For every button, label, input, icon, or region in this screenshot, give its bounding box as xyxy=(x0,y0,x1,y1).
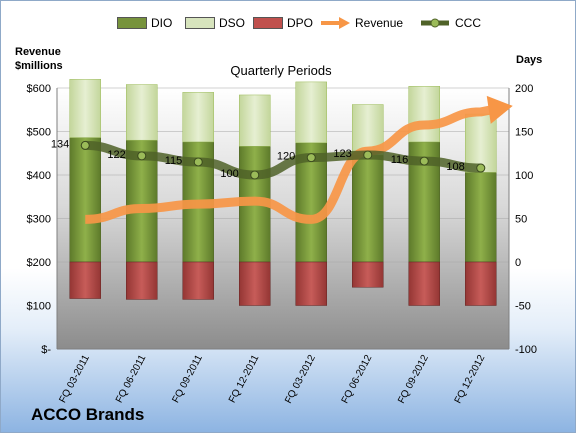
legend-line-ccc xyxy=(421,18,449,28)
ccc-marker xyxy=(80,140,90,150)
ccc-data-label: 134 xyxy=(51,138,69,150)
bar-dso xyxy=(408,86,440,143)
right-tick-label: 200 xyxy=(515,83,533,95)
legend-swatch-dpo xyxy=(253,17,283,29)
left-tick-label: $200 xyxy=(27,257,51,269)
bar-dpo xyxy=(239,261,271,306)
bar-dso xyxy=(69,79,101,138)
legend-item-dpo: DPO xyxy=(253,13,313,33)
legend-label-dpo: DPO xyxy=(287,16,314,30)
left-axis-title-line-2: $millions xyxy=(15,60,63,72)
ccc-data-label: 100 xyxy=(220,168,238,180)
right-tick-label: -50 xyxy=(515,301,531,313)
legend-label-ccc: CCC xyxy=(455,16,481,30)
company-name: ACCO Brands xyxy=(31,405,145,424)
bar-dso xyxy=(465,113,497,173)
x-tick-label: FQ 06-2011 xyxy=(114,353,149,405)
x-tick-label: FQ 03-2012 xyxy=(283,353,318,406)
revenue-line xyxy=(85,105,492,224)
x-tick-label: FQ 03-2011 xyxy=(57,353,92,405)
left-tick-label: $600 xyxy=(27,83,51,95)
ccc-data-label: 116 xyxy=(391,154,409,166)
bar-dso xyxy=(182,92,214,143)
legend-label-revenue: Revenue xyxy=(355,16,404,30)
left-axis-title-line-1: Revenue xyxy=(15,46,61,58)
left-tick-label: $300 xyxy=(27,214,51,226)
x-tick-label: FQ 09-2012 xyxy=(396,353,431,406)
right-tick-label: 50 xyxy=(515,214,527,226)
bar-dpo xyxy=(69,261,101,299)
bar-dpo xyxy=(295,261,327,306)
bar-dpo xyxy=(126,261,158,300)
left-tick-label: $500 xyxy=(27,127,51,139)
left-tick-label: $100 xyxy=(27,301,51,313)
legend-item-dio: DIO xyxy=(117,13,172,33)
bar-dso xyxy=(295,81,327,144)
right-tick-label: 100 xyxy=(515,170,533,182)
left-tick-label: $- xyxy=(41,344,51,356)
legend-swatch-dio xyxy=(117,17,147,29)
legend-label-dio: DIO xyxy=(151,16,173,30)
bar-dio xyxy=(465,172,497,263)
right-tick-label: -100 xyxy=(515,344,537,356)
ccc-data-label: 108 xyxy=(446,161,464,173)
ccc-marker xyxy=(476,163,486,173)
legend-swatch-dso xyxy=(185,17,215,29)
left-tick-label: $400 xyxy=(27,170,51,182)
ccc-data-label: 115 xyxy=(165,155,183,167)
bar-dpo xyxy=(465,261,497,306)
x-tick-label: FQ 12-2011 xyxy=(227,353,262,405)
right-tick-label: 0 xyxy=(515,257,521,269)
legend-label-dso: DSO xyxy=(219,16,246,30)
chart-subtitle: Quarterly Periods xyxy=(230,63,332,78)
bar-dpo xyxy=(182,261,214,300)
x-tick-label: FQ 06-2012 xyxy=(340,353,375,406)
bar-dso xyxy=(239,94,271,147)
ccc-marker xyxy=(193,157,203,167)
right-tick-label: 150 xyxy=(515,127,533,139)
bar-dio xyxy=(352,154,384,263)
ccc-data-label: 122 xyxy=(107,149,125,161)
legend-item-ccc: CCC xyxy=(419,13,481,33)
right-axis-title: Days xyxy=(516,54,543,66)
legend-item-dso: DSO xyxy=(185,13,245,33)
bar-dpo xyxy=(408,261,440,306)
ccc-marker xyxy=(363,150,373,160)
x-tick-label: FQ 09-2011 xyxy=(170,353,205,405)
legend-arrow-revenue xyxy=(321,17,350,29)
revenue-arrowhead xyxy=(486,95,513,124)
ccc-marker xyxy=(250,170,260,180)
left-axis-title: Revenue $millions xyxy=(15,45,63,73)
ccc-data-label: 120 xyxy=(277,151,295,163)
ccc-marker xyxy=(306,153,316,163)
ccc-marker xyxy=(419,156,429,166)
x-tick-label: FQ 12-2012 xyxy=(453,353,488,406)
bar-dio xyxy=(69,137,101,263)
legend: DIO DSO DPO Revenue CCC xyxy=(1,13,575,33)
legend-item-revenue: Revenue xyxy=(319,13,403,33)
ccc-data-label: 123 xyxy=(333,148,351,160)
ccc-marker xyxy=(137,151,147,161)
bar-dso xyxy=(126,84,158,141)
bar-dpo xyxy=(352,261,384,288)
